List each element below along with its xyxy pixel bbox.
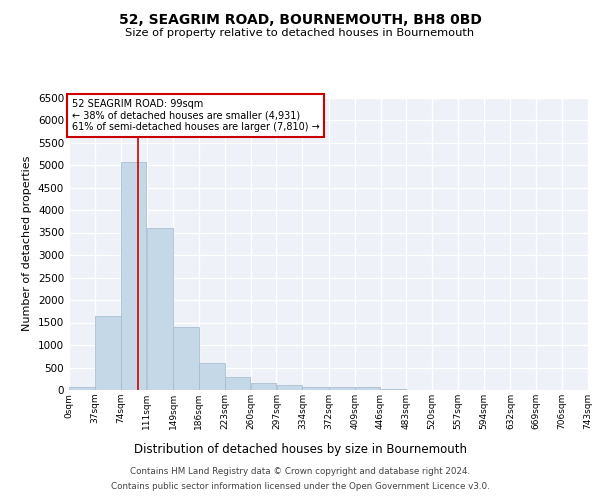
Text: Contains public sector information licensed under the Open Government Licence v3: Contains public sector information licen… <box>110 482 490 491</box>
Bar <box>381 388 406 390</box>
Bar <box>277 385 302 390</box>
Text: 52, SEAGRIM ROAD, BOURNEMOUTH, BH8 0BD: 52, SEAGRIM ROAD, BOURNEMOUTH, BH8 0BD <box>119 12 481 26</box>
Bar <box>121 162 146 390</box>
Text: Distribution of detached houses by size in Bournemouth: Distribution of detached houses by size … <box>133 442 467 456</box>
Text: Size of property relative to detached houses in Bournemouth: Size of property relative to detached ho… <box>125 28 475 38</box>
Bar <box>95 316 121 390</box>
Bar <box>147 228 173 390</box>
Bar <box>355 388 380 390</box>
Bar <box>251 383 276 390</box>
Text: Contains HM Land Registry data © Crown copyright and database right 2024.: Contains HM Land Registry data © Crown c… <box>130 467 470 476</box>
Bar <box>302 387 329 390</box>
Bar <box>225 377 250 390</box>
Bar <box>69 387 95 390</box>
Bar <box>173 326 199 390</box>
Text: 52 SEAGRIM ROAD: 99sqm
← 38% of detached houses are smaller (4,931)
61% of semi-: 52 SEAGRIM ROAD: 99sqm ← 38% of detached… <box>71 99 319 132</box>
Y-axis label: Number of detached properties: Number of detached properties <box>22 156 32 332</box>
Bar <box>199 362 224 390</box>
Bar <box>329 387 355 390</box>
